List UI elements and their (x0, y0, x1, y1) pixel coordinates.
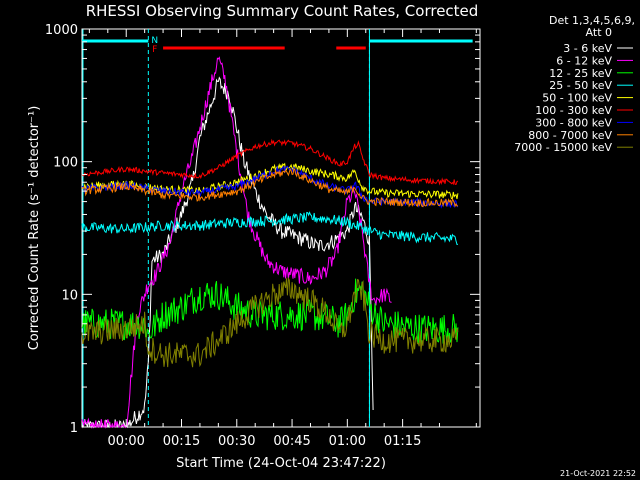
flag-label: N (151, 36, 158, 46)
x-tick-label: 01:00 (329, 434, 366, 449)
x-tick-label: 00:15 (163, 434, 200, 449)
legend-header-detectors: Det 1,3,4,5,6,9, (549, 14, 635, 27)
night-markers (82, 29, 370, 427)
legend-label: 100 - 300 keV (535, 104, 612, 117)
series-line (81, 162, 459, 200)
legend-label: 3 - 6 keV (563, 42, 612, 55)
legend-label: 12 - 25 keV (549, 67, 612, 80)
legend-label: 6 - 12 keV (556, 54, 612, 67)
x-tick-label: 01:15 (384, 434, 421, 449)
series-line (81, 56, 392, 429)
legend-label: 25 - 50 keV (549, 79, 612, 92)
x-axis-label: Start Time (24-Oct-04 23:47:22) (176, 456, 386, 471)
legend-label: 300 - 800 keV (535, 116, 612, 129)
series-line (81, 167, 459, 208)
series-line (81, 138, 459, 186)
chart-title: RHESSI Observing Summary Count Rates, Co… (86, 2, 479, 20)
legend-header-attenuator: Att 0 (586, 26, 612, 39)
flag-label: F (152, 45, 157, 55)
generation-timestamp: 21-Oct-2021 22:52 (560, 469, 636, 478)
series-line (81, 165, 459, 209)
y-axis-label: Corrected Count Rate (s⁻¹ detector⁻¹) (27, 106, 42, 351)
axes: 1 10 100 1000 00:00 00:15 00:30 00:45 01:00 01:15 (45, 23, 480, 449)
y-tick-label: 1000 (45, 23, 78, 38)
y-tick-label: 1 (70, 421, 78, 436)
legend-label: 800 - 7000 keV (528, 129, 612, 142)
x-tick-label: 00:45 (273, 434, 310, 449)
legend-label: 7000 - 15000 keV (514, 141, 612, 154)
y-tick-label: 10 (61, 288, 78, 303)
flag-bars: NF (82, 36, 473, 55)
series-line (81, 211, 458, 246)
plot-frame (81, 28, 481, 428)
series-group (81, 56, 459, 429)
legend-label: 50 - 100 keV (542, 92, 612, 105)
series-line (81, 276, 459, 368)
y-tick-label: 100 (53, 156, 78, 171)
series-line (81, 76, 374, 429)
x-tick-label: 00:30 (218, 434, 255, 449)
x-tick-label: 00:00 (107, 434, 144, 449)
